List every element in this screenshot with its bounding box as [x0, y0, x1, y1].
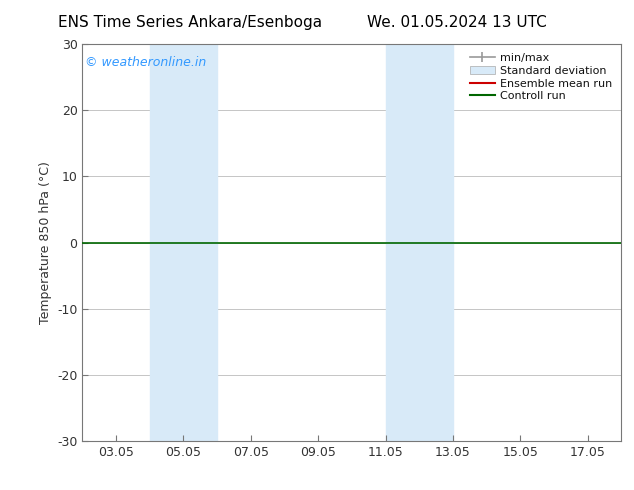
Legend: min/max, Standard deviation, Ensemble mean run, Controll run: min/max, Standard deviation, Ensemble me… — [467, 49, 616, 105]
Y-axis label: Temperature 850 hPa (°C): Temperature 850 hPa (°C) — [39, 161, 51, 324]
Bar — [385, 44, 453, 441]
Text: ENS Time Series Ankara/Esenboga: ENS Time Series Ankara/Esenboga — [58, 15, 322, 29]
Bar — [150, 44, 217, 441]
Text: © weatheronline.in: © weatheronline.in — [85, 56, 206, 69]
Text: We. 01.05.2024 13 UTC: We. 01.05.2024 13 UTC — [366, 15, 547, 29]
